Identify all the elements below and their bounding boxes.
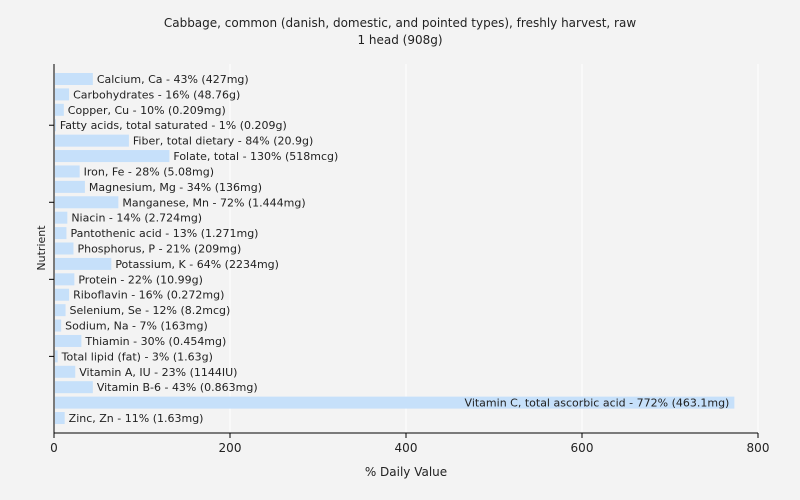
- bar: [55, 103, 64, 116]
- bar-label: Zinc, Zn - 11% (1.63mg): [69, 412, 204, 425]
- bar-label: Vitamin C, total ascorbic acid - 772% (4…: [465, 397, 730, 410]
- grid-layer: [229, 64, 759, 433]
- bar: [55, 381, 93, 394]
- bar-label: Vitamin B-6 - 43% (0.863mg): [97, 381, 258, 394]
- x-tick-label: 400: [395, 441, 418, 455]
- x-tick-label: 200: [219, 441, 242, 455]
- bar: [55, 412, 65, 425]
- bar-label: Total lipid (fat) - 3% (1.63g): [61, 350, 213, 363]
- bar: [55, 334, 82, 347]
- x-tick-label: 600: [571, 441, 594, 455]
- bar: [55, 227, 67, 240]
- chart-title: Cabbage, common (danish, domestic, and p…: [164, 16, 636, 30]
- bar: [55, 150, 170, 163]
- bar-label: Carbohydrates - 16% (48.76g): [73, 88, 240, 101]
- bar: [55, 273, 75, 286]
- bar: [55, 304, 66, 317]
- bar: [55, 73, 93, 85]
- bar-layer: Calcium, Ca - 43% (427mg) Carbohydrates -…: [55, 73, 735, 425]
- y-axis-label: Nutrient: [35, 225, 48, 271]
- bar: [55, 211, 68, 224]
- bar-label: Sodium, Na - 7% (163mg): [65, 320, 208, 333]
- bar-label: Vitamin A, IU - 23% (1144IU): [79, 366, 237, 379]
- bar: [55, 242, 74, 255]
- bar-label: Selenium, Se - 12% (8.2mcg): [70, 304, 231, 317]
- bar: [55, 165, 80, 178]
- bar: [55, 196, 119, 209]
- bar-label: Phosphorus, P - 21% (209mg): [77, 243, 241, 256]
- bar: [55, 396, 735, 409]
- bar-label: Thiamin - 30% (0.454mg): [84, 335, 226, 348]
- bar: [55, 88, 70, 101]
- bar-label: Copper, Cu - 10% (0.209mg): [68, 104, 226, 117]
- bar-label: Fiber, total dietary - 84% (20.9g): [133, 135, 313, 148]
- bar: [55, 319, 62, 332]
- bar-label: Protein - 22% (10.99g): [78, 273, 203, 286]
- bar-label: Magnesium, Mg - 34% (136mg): [89, 181, 262, 194]
- bar: [55, 257, 112, 270]
- bar-label: Manganese, Mn - 72% (1.444mg): [122, 196, 305, 209]
- x-tick-label: 800: [747, 441, 770, 455]
- bar-label: Potassium, K - 64% (2234mg): [115, 258, 279, 271]
- bar-label: Folate, total - 130% (518mcg): [173, 150, 338, 163]
- x-tick-label: 0: [50, 441, 58, 455]
- x-axis-label: % Daily Value: [365, 465, 447, 479]
- bar: [55, 134, 129, 147]
- bar-label: Riboflavin - 16% (0.272mg): [73, 289, 224, 302]
- bar-label: Calcium, Ca - 43% (427mg): [97, 73, 249, 86]
- bar-label: Pantothenic acid - 13% (1.271mg): [70, 227, 258, 240]
- bar: [55, 180, 85, 193]
- bar-label: Fatty acids, total saturated - 1% (0.209…: [60, 119, 287, 132]
- tick-layer: 0 200 400 600 800: [49, 124, 770, 455]
- bar-label: Iron, Fe - 28% (5.08mg): [84, 165, 214, 178]
- bar-label: Niacin - 14% (2.724mg): [71, 212, 202, 225]
- bar: [55, 365, 76, 378]
- bar: [55, 288, 70, 301]
- chart-subtitle: 1 head (908g): [357, 33, 442, 47]
- bar: [55, 350, 58, 363]
- bar: [55, 119, 56, 132]
